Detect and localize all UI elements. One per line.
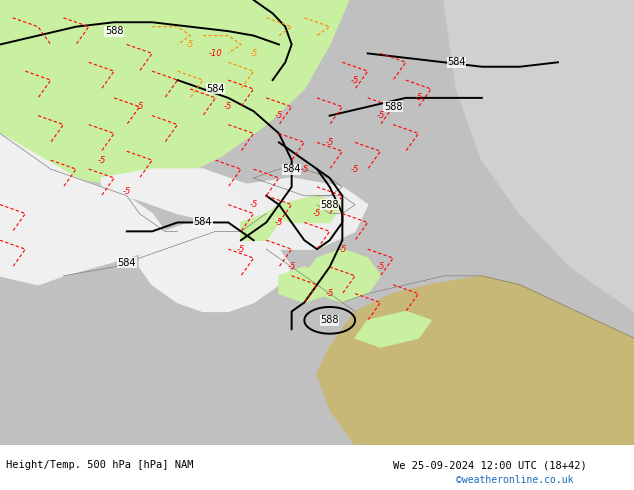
Text: -5: -5 [122, 187, 131, 196]
Polygon shape [444, 0, 634, 312]
Polygon shape [355, 312, 431, 347]
Text: 584: 584 [206, 84, 225, 94]
Text: -5: -5 [376, 263, 385, 271]
Text: -5: -5 [224, 102, 233, 111]
Text: -10: -10 [209, 49, 223, 58]
Text: -5: -5 [249, 49, 258, 58]
Polygon shape [241, 214, 279, 240]
Text: -5: -5 [287, 263, 296, 271]
Text: Height/Temp. 500 hPa [hPa] NAM: Height/Temp. 500 hPa [hPa] NAM [6, 460, 194, 470]
Polygon shape [279, 267, 330, 302]
Text: -5: -5 [135, 102, 144, 111]
Text: 584: 584 [282, 164, 301, 174]
Text: We 25-09-2024 12:00 UTC (18+42): We 25-09-2024 12:00 UTC (18+42) [393, 460, 587, 470]
Text: -5: -5 [414, 94, 423, 102]
Text: -5: -5 [376, 111, 385, 120]
Text: -5: -5 [351, 165, 359, 173]
Text: -5: -5 [275, 111, 283, 120]
Polygon shape [101, 169, 304, 240]
Text: 588: 588 [320, 199, 339, 210]
Polygon shape [0, 133, 165, 285]
Text: -5: -5 [313, 209, 321, 218]
Text: -5: -5 [97, 156, 106, 165]
Text: 588: 588 [384, 102, 403, 112]
Text: 584: 584 [193, 218, 212, 227]
Text: 584: 584 [447, 57, 466, 67]
Polygon shape [0, 0, 349, 187]
Text: -5: -5 [186, 40, 195, 49]
Text: ©weatheronline.co.uk: ©weatheronline.co.uk [456, 475, 574, 485]
Text: 584: 584 [117, 258, 136, 268]
Text: -5: -5 [338, 245, 347, 254]
Polygon shape [304, 249, 380, 302]
Text: -5: -5 [325, 138, 334, 147]
Polygon shape [228, 214, 292, 249]
Text: -5: -5 [325, 289, 334, 298]
Text: -5: -5 [236, 245, 245, 254]
Text: -5: -5 [351, 75, 359, 85]
Polygon shape [266, 196, 342, 222]
Text: -5: -5 [300, 165, 309, 173]
Text: 588: 588 [105, 26, 124, 36]
Polygon shape [317, 276, 634, 445]
Text: -5: -5 [249, 200, 258, 209]
Text: -5: -5 [275, 218, 283, 227]
Polygon shape [228, 178, 368, 249]
Text: 588: 588 [320, 316, 339, 325]
Polygon shape [139, 222, 292, 312]
